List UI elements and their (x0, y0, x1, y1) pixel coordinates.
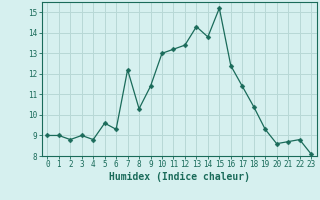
X-axis label: Humidex (Indice chaleur): Humidex (Indice chaleur) (109, 172, 250, 182)
